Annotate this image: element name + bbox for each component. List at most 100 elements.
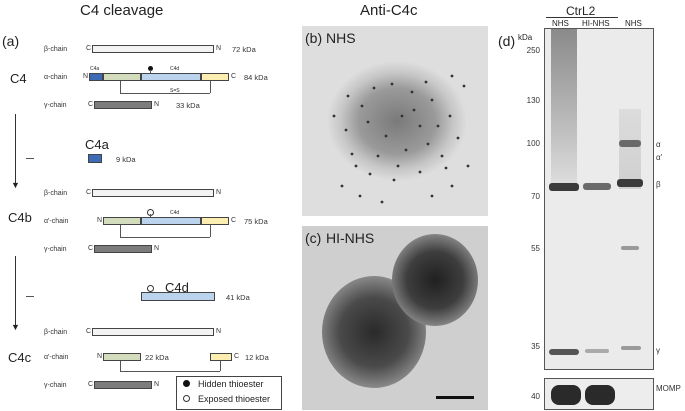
c4a-label: C4a — [85, 137, 109, 152]
legend-hidden-icon — [183, 380, 190, 387]
c4b-thioester-stem — [150, 214, 151, 217]
panel-b-label: (b) — [305, 30, 323, 46]
band-gamma-2 — [585, 349, 609, 353]
c4c-bond-2 — [120, 371, 220, 372]
c4b-gamma-n: N — [154, 245, 160, 252]
c4-gamma-n: N — [154, 101, 160, 108]
branch-c4a — [26, 158, 34, 159]
panel-a-label: (a) — [2, 33, 20, 49]
band-gamma-3 — [621, 346, 641, 350]
c4b-bond-3 — [210, 225, 211, 237]
left-header: C4 cleavage — [80, 2, 164, 19]
c4b-label: C4b — [8, 210, 32, 225]
c4-ss-label: S=S — [170, 88, 180, 94]
c4-bond-1 — [120, 81, 121, 93]
branch-c4d — [26, 296, 34, 297]
arrow-c4-c4b — [15, 114, 16, 184]
c4c-gamma-c: C — [88, 381, 94, 388]
band-gamma-1 — [549, 349, 579, 355]
c4c-beta-c: C — [86, 328, 92, 335]
marker-55: 55 — [531, 244, 540, 253]
micrograph-c-label: HI-NHS — [326, 230, 375, 246]
blot-unit: kDa — [518, 33, 533, 42]
c4b-alpha-c: C — [231, 217, 237, 224]
micrograph-b — [302, 26, 488, 216]
c4-alpha-c4a-seg — [89, 73, 103, 81]
momp-label: MOMP — [656, 384, 681, 393]
c4b-alpha-label: α'-chain — [44, 218, 69, 225]
arrow-c4b-c4c — [15, 256, 16, 326]
c4c-gamma-label: γ-chain — [44, 382, 67, 389]
marker-130: 130 — [526, 96, 540, 105]
c4-beta-n: N — [216, 45, 222, 52]
momp-band-2 — [585, 385, 615, 405]
c4c-bond-1 — [120, 361, 121, 371]
c4b-gamma-bar — [94, 245, 152, 253]
band-beta-2 — [583, 183, 611, 190]
lane-label-3: NHS — [625, 19, 642, 28]
legend-exposed-icon — [183, 395, 190, 402]
c4c-bond-3 — [220, 361, 221, 371]
c4b-alpha-n: N — [97, 217, 103, 224]
c4d-thioester — [147, 285, 154, 292]
c4b-alpha-blue-seg — [141, 217, 201, 225]
c4c-beta-label: β-chain — [44, 329, 68, 336]
middle-header: Anti-C4c — [360, 2, 418, 19]
c4b-alpha-yellow-seg — [201, 217, 229, 225]
c4b-gamma-c: C — [88, 245, 94, 252]
c4c-alpha-green-seg — [103, 353, 141, 361]
c4d-kda: 41 kDa — [226, 293, 250, 302]
momp-band-1 — [551, 385, 581, 405]
c4-alpha-n: N — [83, 73, 89, 80]
c4c-alpha-n: N — [97, 353, 103, 360]
c4-alpha-seg2-text: C4d — [170, 66, 180, 72]
band-label-alpha: α — [656, 140, 661, 149]
c4-alpha-label: α-chain — [44, 74, 68, 81]
c4c-alpha-label: α'-chain — [44, 354, 69, 361]
micrograph-c — [302, 226, 488, 410]
blot-membrane — [544, 28, 654, 370]
band-beta-1 — [549, 183, 579, 191]
marker-70: 70 — [531, 192, 540, 201]
immunogold-dots-b — [332, 74, 470, 204]
c4b-beta-c: C — [86, 189, 92, 196]
c4c-alpha-yellow-seg — [210, 353, 232, 361]
c4b-gamma-label: γ-chain — [44, 246, 67, 253]
c4c-label: C4c — [8, 350, 32, 365]
c4-gamma-bar — [94, 101, 152, 109]
band-beta-3 — [617, 179, 643, 187]
c4-bond-3 — [210, 81, 211, 93]
legend-exposed-label: Exposed thioester — [198, 394, 271, 404]
c4-gamma-c: C — [88, 101, 94, 108]
c4c-alpha-c: C — [234, 353, 240, 360]
band-label-alpha-prime: α' — [656, 153, 663, 162]
c4-alpha-kda: 84 kDa — [244, 73, 268, 82]
lane-1-smear — [551, 29, 577, 189]
c4b-bond-2 — [120, 237, 210, 238]
c4c-beta-bar — [92, 328, 214, 336]
arrow-c4b-c4c-head: ▼ — [11, 322, 20, 332]
band-55 — [621, 246, 639, 250]
micrograph-b-label: NHS — [326, 30, 356, 46]
momp-membrane — [544, 378, 654, 410]
c4-gamma-label: γ-chain — [44, 102, 67, 109]
marker-250: 250 — [526, 46, 540, 55]
c4-beta-bar — [92, 45, 214, 53]
c4c-alpha-kda1: 22 kDa — [145, 353, 169, 362]
lane-3-smear — [619, 109, 641, 189]
c4c-alpha-kda2: 12 kDa — [245, 353, 269, 362]
c4d-label: C4d — [165, 280, 189, 295]
c4-beta-c: C — [86, 45, 92, 52]
panel-c-label: (c) — [305, 230, 322, 246]
c4-alpha-yellow-seg — [201, 73, 229, 81]
c4b-bond-1 — [120, 225, 121, 237]
c4-bond-2 — [120, 93, 210, 94]
c4-gamma-kda: 33 kDa — [176, 101, 200, 110]
lane-label-1: NHS — [552, 19, 569, 28]
panel-d-label: (d) — [498, 33, 516, 49]
c4b-beta-label: β-chain — [44, 190, 68, 197]
c4b-beta-n: N — [216, 189, 222, 196]
marker-100: 100 — [526, 139, 540, 148]
c4d-bar — [141, 292, 215, 301]
scale-bar — [436, 396, 474, 399]
